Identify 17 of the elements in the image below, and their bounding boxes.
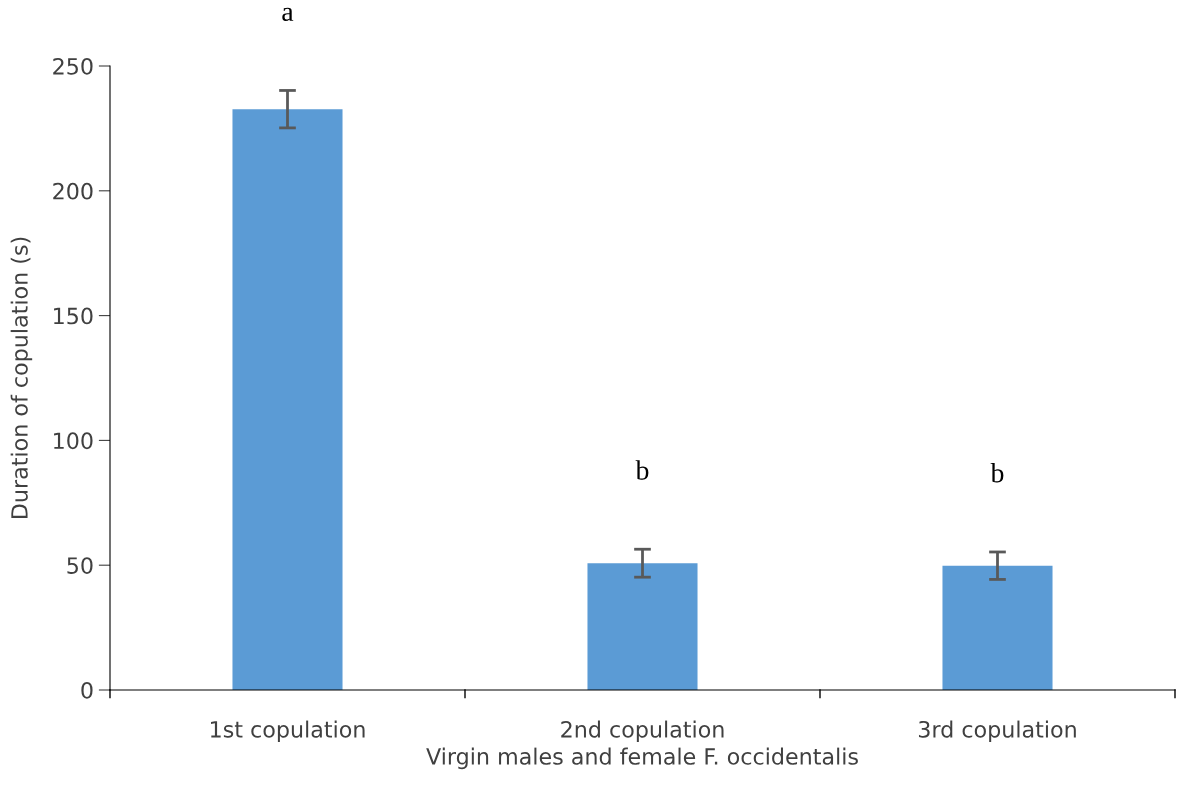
y-tick-label: 50 [67, 557, 93, 574]
y-tick-label: 200 [53, 182, 93, 200]
bar [942, 565, 1053, 690]
y-tick-label: 250 [53, 57, 93, 75]
y-axis-title: Duration of copulation (s) [10, 237, 33, 519]
y-tick-label: 100 [54, 432, 93, 450]
bar [232, 109, 343, 690]
x-tick-label: 2nd copulation [561, 720, 724, 743]
x-axis-title: Virgin males and female F. occidentalis [426, 747, 858, 770]
bar [587, 563, 698, 690]
text: a [282, 7, 294, 22]
x-tick-label: 1st copulation [211, 720, 365, 743]
x-tick-label: 3rd copulation [918, 720, 1076, 743]
annotation: b [635, 460, 649, 480]
y-tick-label: 150 [54, 307, 93, 325]
y-tick-label: 0 [81, 681, 93, 699]
annotation: b [990, 462, 1004, 483]
